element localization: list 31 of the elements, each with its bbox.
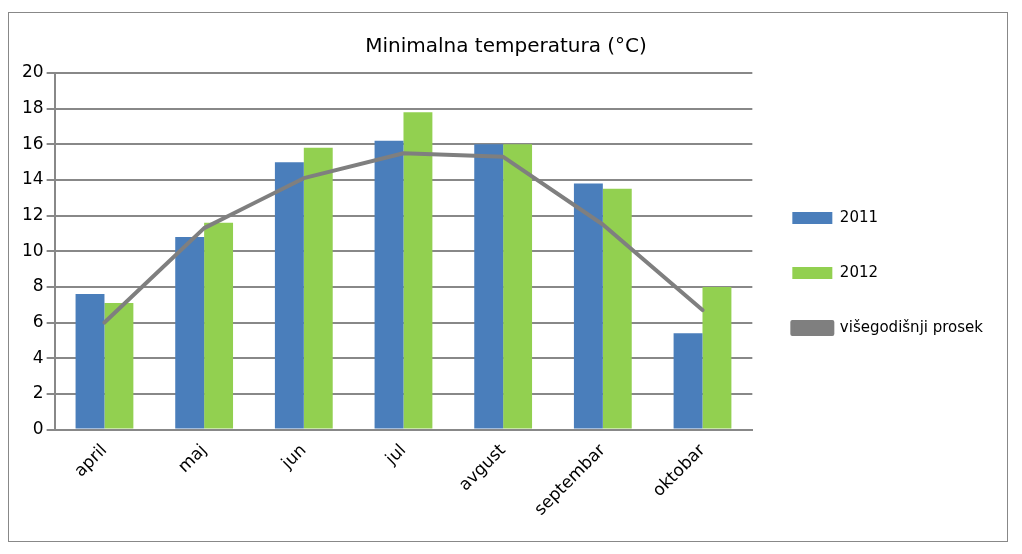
legend-label: 2012: [839, 262, 879, 281]
y-tick-label: 20: [21, 61, 44, 82]
legend-label: višegodišnji prosek: [839, 317, 984, 336]
y-tick-label: 4: [32, 346, 44, 367]
y-tick-label: 14: [21, 168, 44, 189]
bar: [75, 294, 105, 429]
bar: [503, 144, 533, 429]
chart-title: Minimalna temperatura (°C): [365, 33, 647, 58]
y-tick-label: 2: [32, 382, 44, 403]
y-tick-label: 8: [32, 275, 44, 296]
bar: [204, 222, 234, 429]
bar: [602, 188, 632, 429]
legend-label: 2011: [839, 207, 879, 226]
y-tick-label: 12: [21, 204, 44, 225]
y-tick-label: 0: [32, 417, 44, 438]
y-tick-label: 16: [21, 132, 44, 153]
y-tick-label: 6: [32, 310, 44, 331]
bar: [175, 237, 205, 429]
bar: [303, 147, 333, 429]
bar: [403, 112, 433, 429]
y-tick-label: 18: [21, 97, 44, 118]
bar: [702, 286, 732, 429]
bar: [374, 140, 404, 429]
bar: [474, 144, 504, 429]
bar: [274, 162, 304, 429]
bar: [104, 302, 134, 429]
y-tick-label: 10: [21, 239, 44, 260]
bar: [673, 333, 703, 429]
x-tick-label: jun: [276, 439, 310, 473]
bar: [573, 183, 603, 429]
x-tick-label: jul: [380, 439, 410, 469]
